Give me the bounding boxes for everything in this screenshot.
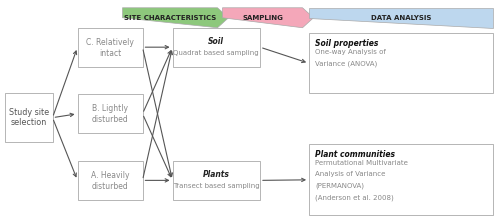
Text: Permutational Multivariate: Permutational Multivariate [315,160,408,166]
Text: Soil: Soil [208,37,224,46]
FancyBboxPatch shape [309,144,492,215]
Text: disturbed: disturbed [92,182,128,191]
Text: Soil properties: Soil properties [315,39,378,48]
Text: Transect based sampling: Transect based sampling [173,183,260,189]
Text: B. Lightly: B. Lightly [92,104,128,113]
Text: A. Heavily: A. Heavily [91,171,129,180]
Polygon shape [122,8,228,28]
FancyBboxPatch shape [78,94,142,133]
FancyBboxPatch shape [172,28,260,67]
Text: Analysis of Variance: Analysis of Variance [315,171,386,177]
Text: disturbed: disturbed [92,115,128,125]
Text: Study site
selection: Study site selection [8,108,49,127]
FancyBboxPatch shape [78,161,142,200]
Text: Plant communities: Plant communities [315,150,395,159]
FancyBboxPatch shape [78,28,142,67]
Text: C. Relatively: C. Relatively [86,38,134,47]
Text: Plants: Plants [203,170,230,179]
Text: (Anderson et al. 2008): (Anderson et al. 2008) [315,194,394,201]
FancyBboxPatch shape [172,161,260,200]
Text: intact: intact [99,49,121,58]
Polygon shape [222,8,314,28]
FancyBboxPatch shape [5,93,52,142]
Text: DATA ANALYSIS: DATA ANALYSIS [370,15,431,21]
Polygon shape [309,8,492,28]
Text: One-way Analysis of: One-way Analysis of [315,49,386,55]
Text: Variance (ANOVA): Variance (ANOVA) [315,60,378,67]
FancyBboxPatch shape [309,33,492,93]
Text: Quadrat based sampling: Quadrat based sampling [174,50,259,56]
Text: SAMPLING: SAMPLING [242,15,283,21]
Text: (PERMANOVA): (PERMANOVA) [315,183,364,189]
Text: SITE CHARACTERISTICS: SITE CHARACTERISTICS [124,15,216,21]
